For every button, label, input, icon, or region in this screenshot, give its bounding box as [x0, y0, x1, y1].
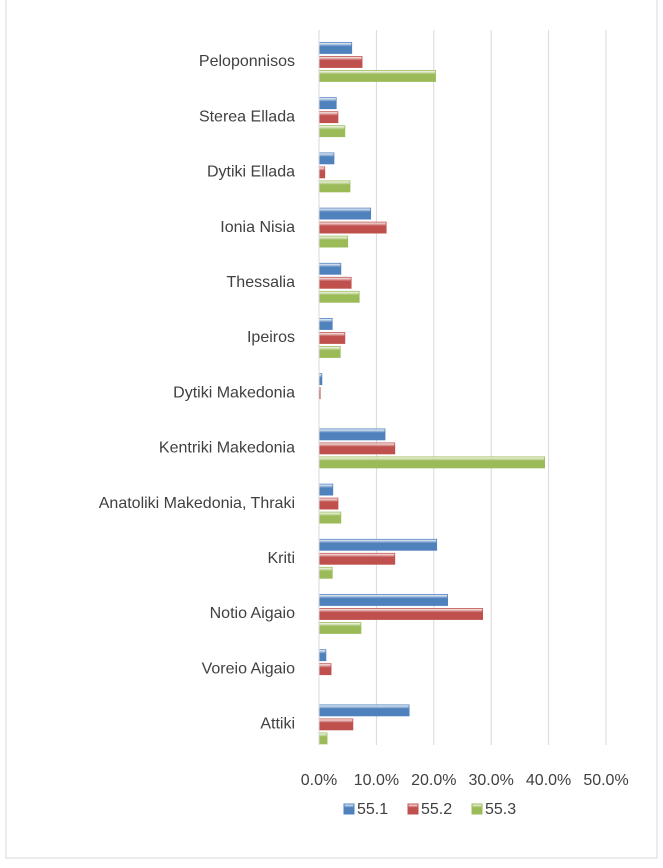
bar [318, 42, 353, 54]
y-tick-label: Kentriki Makedonia [159, 440, 295, 457]
legend-label: 55.3 [485, 801, 516, 818]
bar [318, 56, 363, 68]
bar [318, 207, 372, 220]
bar [318, 552, 396, 565]
bar [318, 732, 328, 745]
bar [318, 622, 362, 634]
y-tick-label: Notio Aigaio [210, 605, 295, 622]
bar [318, 566, 333, 579]
bar [318, 262, 342, 275]
bar [318, 97, 337, 110]
bar [318, 442, 396, 455]
bar [318, 511, 342, 524]
bar [318, 608, 483, 620]
legend-swatch [471, 803, 483, 815]
chart-border [5, 0, 658, 859]
y-tick-label: Peloponnisos [199, 53, 295, 70]
bar [318, 649, 327, 662]
bar [318, 235, 349, 248]
bar [318, 125, 346, 138]
bar [318, 483, 334, 496]
legend-label: 55.2 [421, 801, 452, 818]
y-tick-label: Ionia Nisia [220, 219, 295, 236]
bar [318, 332, 346, 344]
y-tick-label: Dytiki Makedonia [173, 384, 295, 401]
bar [318, 111, 339, 124]
legend-swatch [343, 803, 355, 815]
bar [318, 290, 360, 303]
bar [318, 718, 354, 731]
x-tick-label: 20.0% [411, 772, 456, 789]
bar [318, 166, 326, 179]
bar [318, 346, 341, 358]
y-tick-label: Kriti [267, 550, 295, 567]
x-tick-label: 0.0% [301, 772, 337, 789]
legend-label: 55.1 [357, 801, 388, 818]
bar [318, 70, 436, 82]
x-tick-label: 40.0% [526, 772, 571, 789]
x-tick-label: 10.0% [354, 772, 399, 789]
legend-swatch [407, 803, 419, 815]
bar [318, 276, 352, 289]
bar [318, 704, 410, 717]
bar [318, 456, 545, 469]
bar [318, 538, 438, 551]
bar [318, 318, 333, 330]
y-tick-label: Sterea Ellada [199, 108, 295, 125]
y-tick-label: Attiki [260, 716, 295, 733]
y-tick-label: Dytiki Ellada [207, 164, 295, 181]
x-tick-label: 30.0% [469, 772, 514, 789]
bar [318, 221, 387, 234]
bar [318, 594, 448, 606]
y-tick-label: Voreio Aigaio [202, 660, 296, 677]
bar [318, 663, 332, 676]
bar [318, 180, 351, 193]
x-tick-label: 50.0% [583, 772, 628, 789]
y-tick-label: Thessalia [227, 274, 296, 291]
bar [318, 152, 335, 165]
y-tick-label: Ipeiros [247, 329, 295, 346]
y-tick-label: Anatoliki Makedonia, Thraki [99, 495, 295, 512]
bar [318, 428, 386, 441]
bar [318, 497, 339, 510]
